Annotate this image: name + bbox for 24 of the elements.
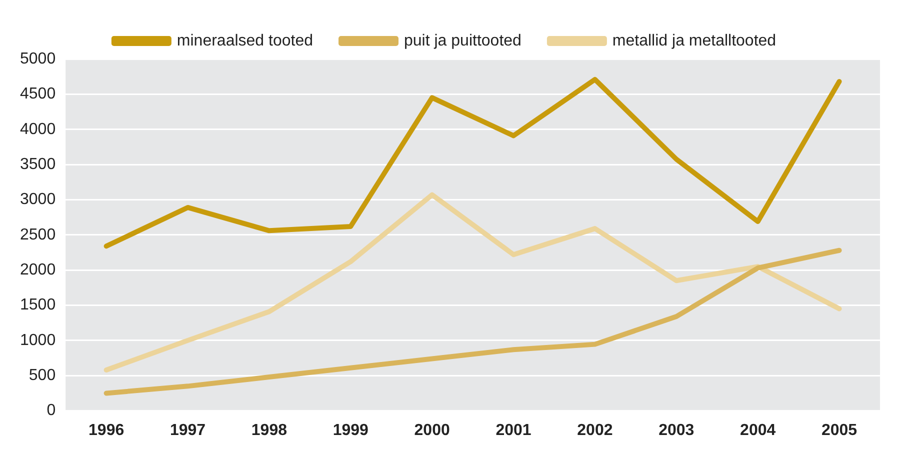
y-tick-label: 2000: [20, 261, 56, 278]
y-tick-label: 5000: [20, 50, 56, 68]
x-tick-label: 1997: [170, 422, 206, 439]
y-tick-label: 3500: [20, 156, 56, 173]
y-tick-label: 1000: [20, 332, 56, 349]
x-tick-label: 2005: [821, 422, 858, 439]
legend-label: puit ja puittooted: [404, 32, 522, 50]
legend-label: mineraalsed tooted: [176, 32, 314, 50]
y-tick-label: 2500: [20, 226, 56, 244]
x-tick-label: 1996: [88, 422, 124, 439]
y-tick-label: 1500: [20, 296, 56, 314]
y-tick-label: 4000: [20, 120, 56, 138]
y-tick-label: 4500: [20, 86, 56, 103]
x-tick-label: 2004: [740, 422, 776, 439]
x-tick-label: 1999: [332, 422, 369, 439]
x-tick-label: 2003: [658, 422, 694, 439]
legend-label: metallid ja metalltooted: [612, 32, 776, 50]
x-tick-label: 2001: [496, 422, 532, 439]
y-tick-label: 500: [28, 367, 56, 384]
y-tick-label: 3000: [20, 191, 56, 208]
x-tick-label: 2000: [414, 422, 450, 439]
y-tick-label: 0: [46, 402, 56, 420]
x-tick-label: 1998: [251, 422, 288, 439]
x-tick-label: 2002: [577, 422, 613, 439]
